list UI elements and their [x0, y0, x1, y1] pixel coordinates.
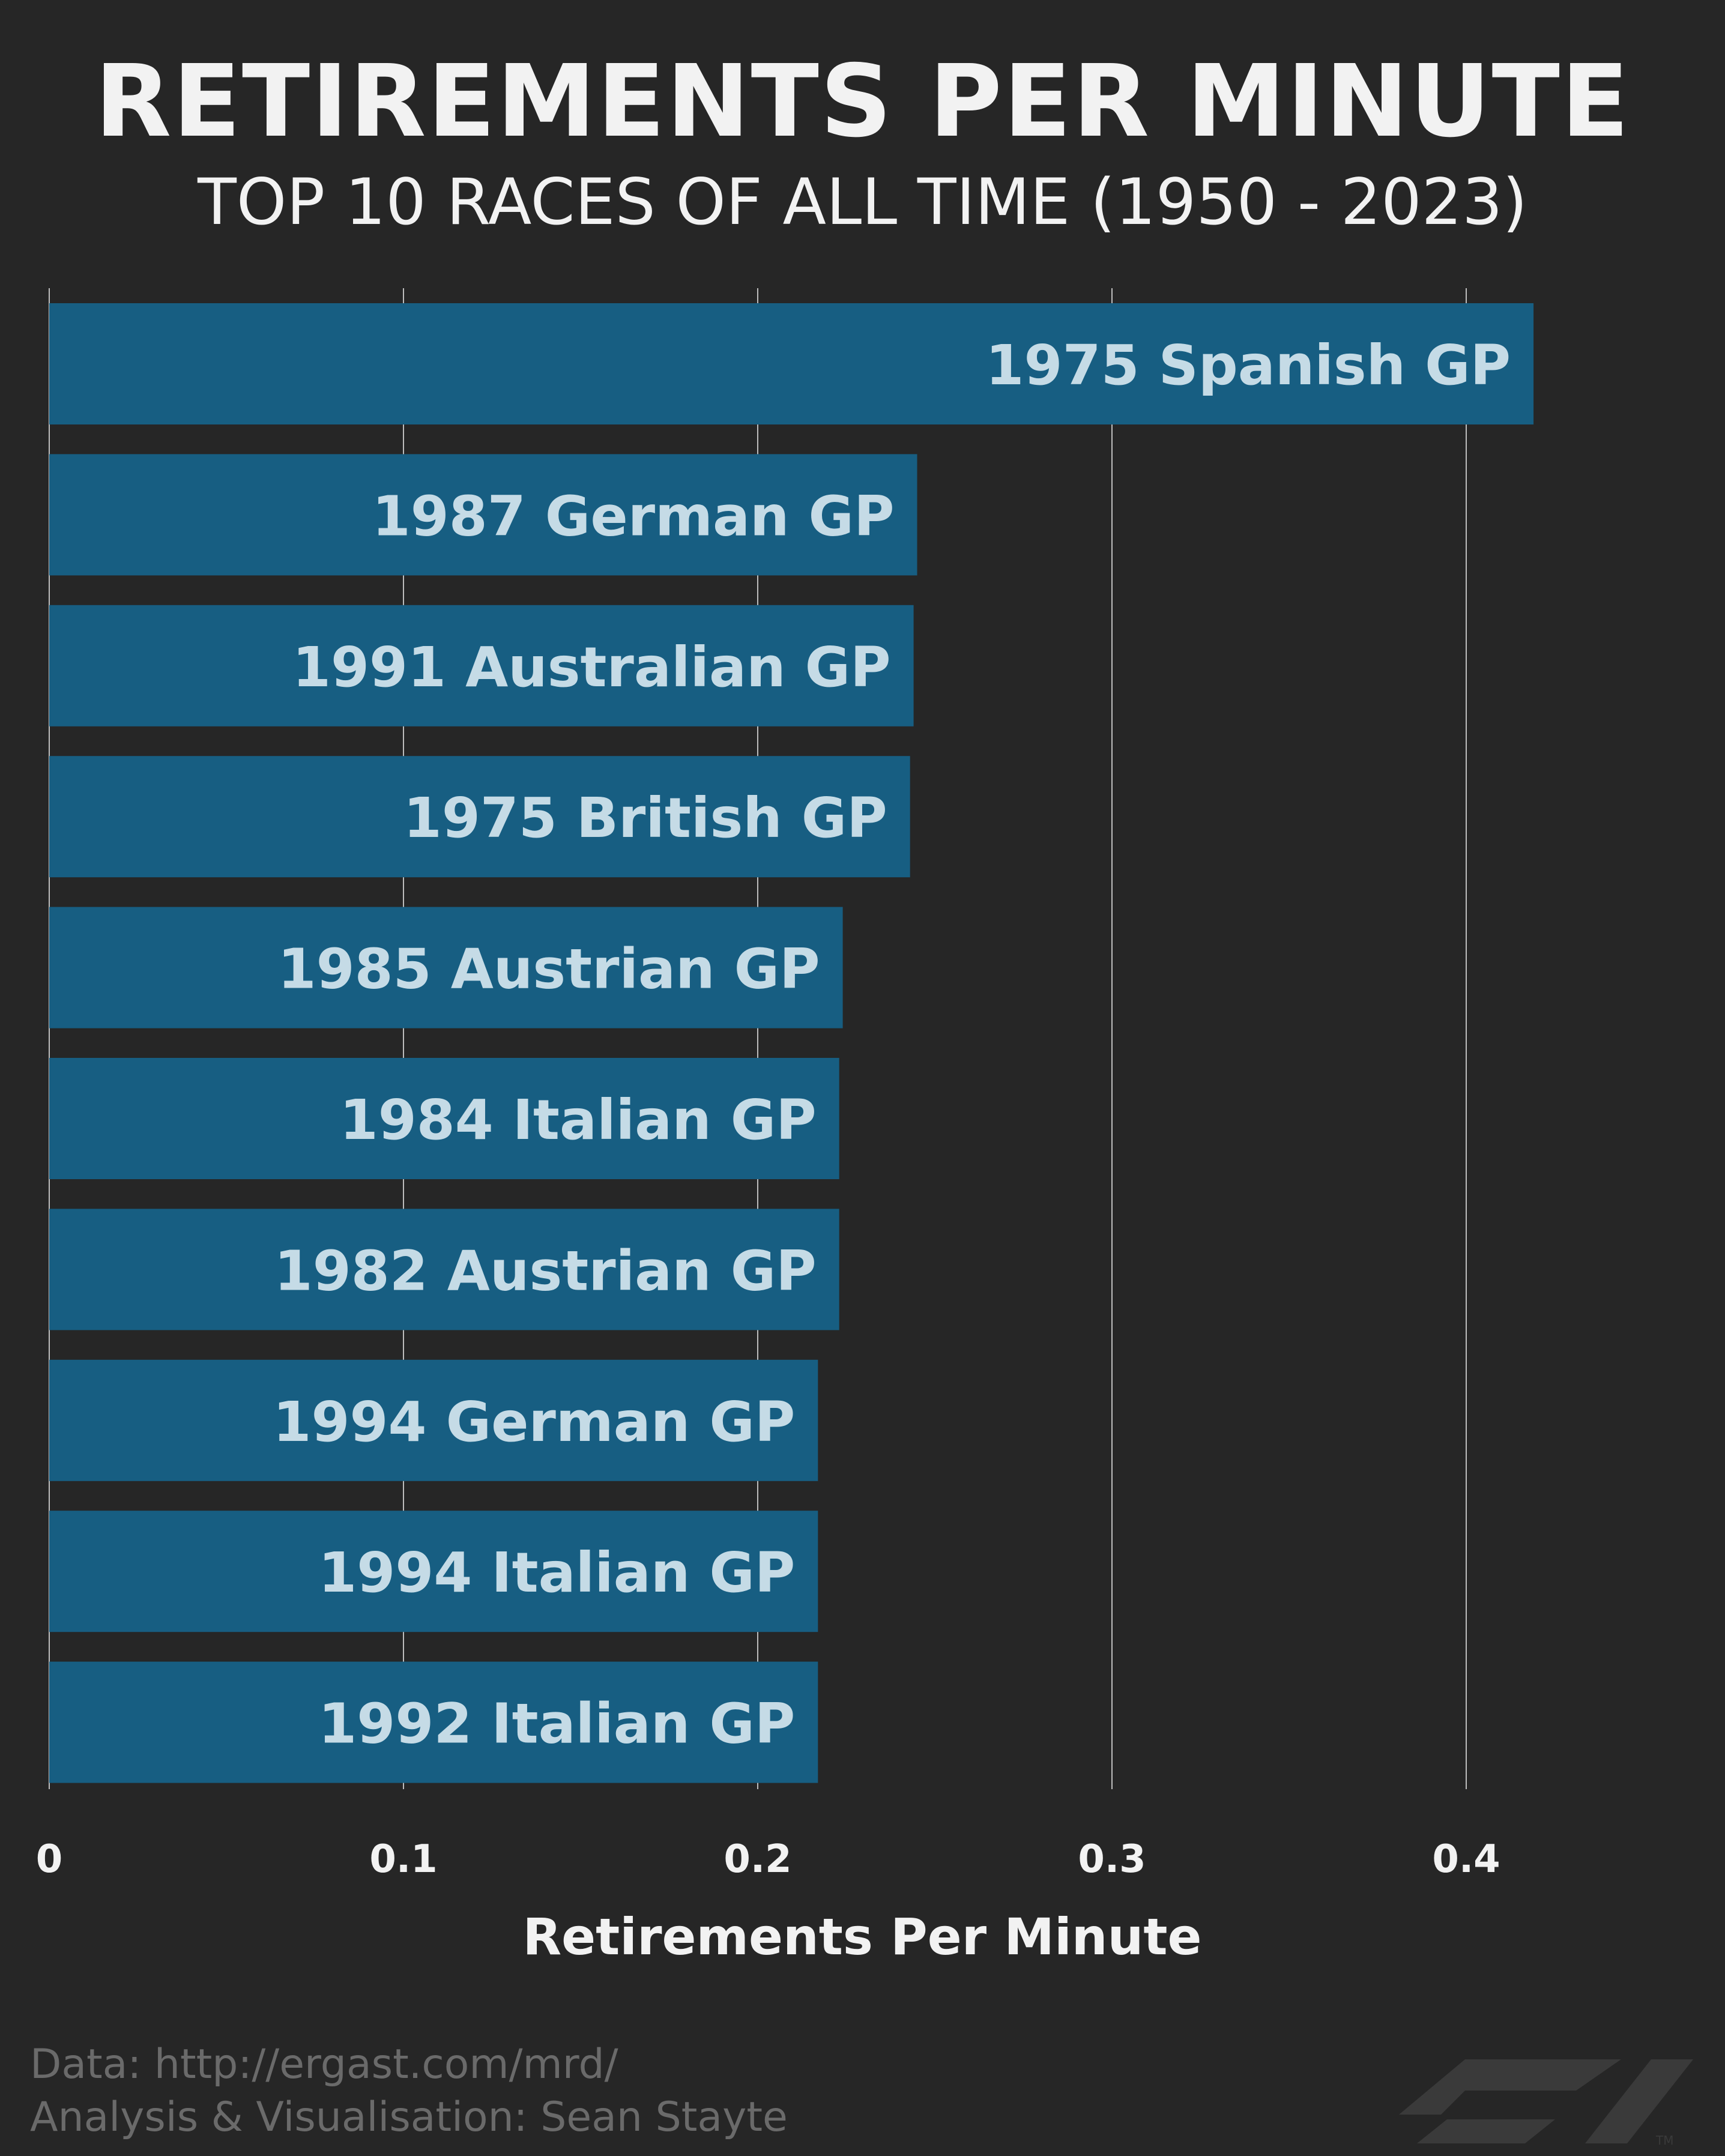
f1-logo-shape-bottom: [1417, 2119, 1555, 2143]
bar: [49, 303, 1534, 424]
bar-label: 1987 German GP: [372, 484, 895, 548]
f1-logo-shape-one: [1585, 2059, 1693, 2143]
x-axis-label: Retirements Per Minute: [522, 1907, 1201, 1966]
bar-label: 1994 German GP: [273, 1390, 796, 1454]
bar: [49, 1359, 818, 1481]
footer-data-source: Data: http://ergast.com/mrd/: [30, 2041, 618, 2088]
bar-label: 1991 Australian GP: [292, 635, 891, 699]
x-tick-label: 0: [36, 1837, 63, 1882]
footer: Data: http://ergast.com/mrd/ Analysis & …: [30, 2038, 788, 2144]
bar-label: 1984 Italian GP: [340, 1088, 817, 1152]
bar: [49, 1511, 818, 1632]
x-axis-ticks: 0 0.1 0.2 0.3 0.4: [36, 1837, 1500, 1882]
bar: [49, 907, 843, 1028]
f1-logo-shape-top: [1399, 2059, 1621, 2115]
bar-label: 1975 British GP: [403, 786, 887, 850]
bar-label: 1982 Austrian GP: [274, 1239, 817, 1303]
x-tick-label: 0.3: [1078, 1837, 1146, 1882]
bar: [49, 1209, 839, 1330]
x-tick-label: 0.1: [369, 1837, 437, 1882]
footer-credit: Analysis & Visualisation: Sean Stayte: [30, 2094, 788, 2141]
bar-label: 1985 Austrian GP: [278, 937, 820, 1001]
x-tick-label: 0.2: [724, 1837, 791, 1882]
bars: [49, 303, 1534, 1783]
chart-subtitle: TOP 10 RACES OF ALL TIME (1950 - 2023): [198, 165, 1527, 239]
bar-label: 1994 Italian GP: [318, 1541, 795, 1605]
bar: [49, 1058, 839, 1179]
bar-label: 1975 Spanish GP: [986, 333, 1511, 397]
bar: [49, 1661, 818, 1783]
bar: [49, 756, 910, 878]
bar: [49, 454, 917, 576]
bar: [49, 605, 914, 726]
trademark-label: TM: [1655, 2133, 1673, 2148]
x-tick-label: 0.4: [1432, 1837, 1500, 1882]
chart-title: RETIREMENTS PER MINUTE: [94, 44, 1631, 160]
f1-logo-icon: TM: [1399, 2059, 1693, 2148]
bar-labels: 1975 Spanish GP 1987 German GP 1991 Austra…: [273, 333, 1511, 1756]
bar-label: 1992 Italian GP: [318, 1692, 795, 1756]
